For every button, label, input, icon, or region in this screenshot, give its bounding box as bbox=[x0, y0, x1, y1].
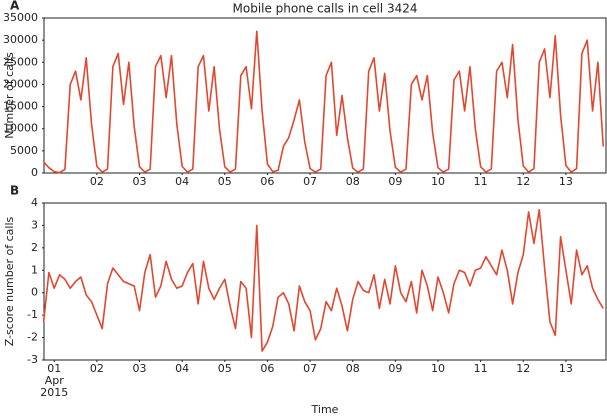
plot-frame bbox=[43, 202, 607, 361]
x-tick-label: 11 bbox=[473, 175, 488, 188]
x-tick-label: 10 bbox=[430, 175, 445, 188]
x-tick-label: 01 Apr 2015 bbox=[40, 362, 69, 399]
x-tick-label: 13 bbox=[558, 175, 573, 188]
x-tick-label: 07 bbox=[303, 175, 318, 188]
y-tick-label: 15000 bbox=[3, 100, 38, 113]
y-tick-label: 4 bbox=[31, 196, 38, 209]
x-tick-label: 05 bbox=[217, 175, 232, 188]
panel-label: B bbox=[10, 184, 19, 198]
y-tick-label: 30000 bbox=[3, 33, 38, 46]
y-tick-label: 20000 bbox=[3, 77, 38, 90]
x-tick-label: 11 bbox=[473, 362, 488, 375]
x-tick-label: 03 bbox=[132, 362, 147, 375]
y-tick-label: 3 bbox=[31, 218, 38, 231]
x-tick-label: 12 bbox=[516, 362, 531, 375]
x-tick-label: 12 bbox=[516, 175, 531, 188]
plot-frame bbox=[43, 17, 607, 174]
x-tick-label: 02 bbox=[89, 362, 104, 375]
y-axis-label: Z-score number of calls bbox=[3, 216, 16, 346]
series-line bbox=[42, 30, 605, 174]
x-tick-label: 08 bbox=[345, 175, 360, 188]
x-tick-label: 02 bbox=[89, 175, 104, 188]
x-tick-label: 06 bbox=[260, 175, 275, 188]
y-tick-label: 25000 bbox=[3, 55, 38, 68]
chart-title: Mobile phone calls in cell 3424 bbox=[233, 2, 418, 16]
y-tick-label: 0 bbox=[31, 286, 38, 299]
x-tick-label: 08 bbox=[345, 362, 360, 375]
x-tick-label: 06 bbox=[260, 362, 275, 375]
x-axis-label: Time bbox=[311, 403, 339, 416]
y-tick-label: 5000 bbox=[10, 144, 38, 157]
y-tick-label: 0 bbox=[31, 166, 38, 179]
y-tick-label: -3 bbox=[27, 353, 38, 366]
x-tick-label: 09 bbox=[388, 175, 403, 188]
x-tick-label: 09 bbox=[388, 362, 403, 375]
x-tick-label: 10 bbox=[430, 362, 445, 375]
y-tick-label: 1 bbox=[31, 263, 38, 276]
series-line bbox=[42, 208, 604, 352]
x-tick-label: 07 bbox=[303, 362, 318, 375]
panel-label: A bbox=[10, 0, 20, 13]
y-tick-label: -2 bbox=[27, 331, 38, 344]
x-tick-label: 04 bbox=[175, 175, 190, 188]
x-tick-label: 05 bbox=[217, 362, 232, 375]
y-tick-label: 35000 bbox=[3, 11, 38, 24]
x-tick-label: 13 bbox=[558, 362, 573, 375]
x-tick-label: 03 bbox=[132, 175, 147, 188]
y-axis-label: Number of calls bbox=[3, 52, 16, 139]
y-tick-label: -1 bbox=[27, 308, 38, 321]
x-tick-label: 04 bbox=[175, 362, 190, 375]
y-tick-label: 2 bbox=[31, 241, 38, 254]
y-tick-label: 10000 bbox=[3, 122, 38, 135]
